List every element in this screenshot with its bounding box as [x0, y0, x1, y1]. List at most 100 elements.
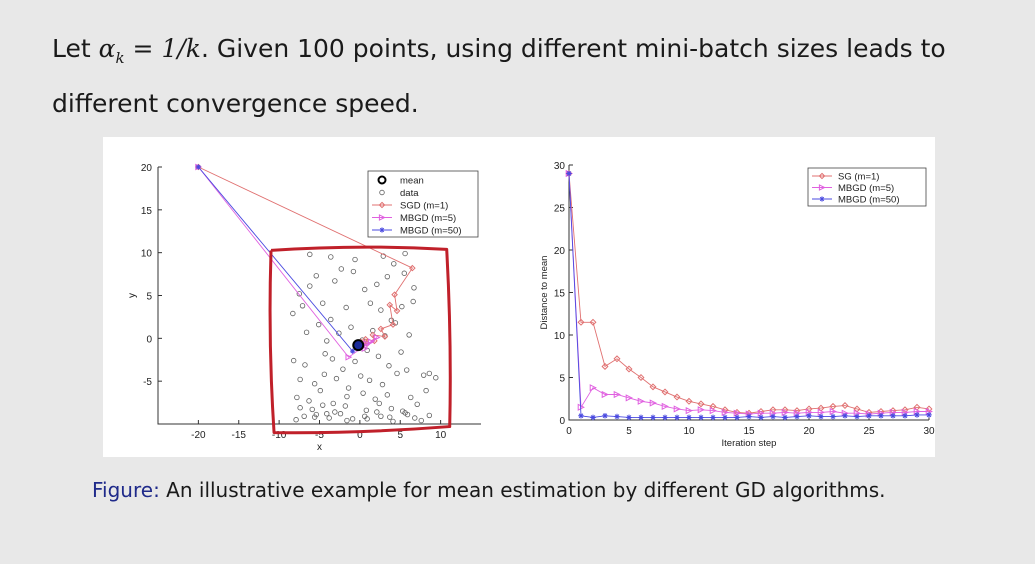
data-point: [290, 357, 297, 364]
legend-label: MBGD (m=5): [400, 213, 456, 224]
y-tick-label: 20: [554, 246, 566, 257]
data-point: [401, 270, 407, 276]
figure-card: -20 -15 -10 -5 0 5 10 -5 0 5 10 15 20 x y mean data SGD (…: [103, 137, 935, 457]
legend-marker: [818, 184, 826, 191]
data-point: [349, 416, 356, 422]
data-point: [320, 300, 326, 306]
legend-box: [807, 167, 927, 207]
data-point: [324, 338, 330, 344]
series-marker: [566, 170, 572, 177]
data-point: [384, 273, 391, 280]
data-point: [410, 298, 416, 305]
data-point: [313, 273, 319, 279]
series-marker: [854, 413, 860, 420]
series-marker: [770, 413, 776, 420]
x-tick-label: 20: [803, 426, 815, 437]
series-marker: [381, 333, 389, 340]
x-axis-label: Iteration step: [722, 438, 777, 449]
series-marker: [697, 406, 705, 414]
y-axis-label: y: [127, 293, 138, 298]
data-point: [388, 317, 395, 324]
series-marker: [829, 402, 837, 410]
x-tick-label: -10: [272, 430, 287, 441]
x-tick-label: -15: [232, 430, 247, 441]
series-marker: [650, 414, 656, 421]
series-marker: [734, 414, 740, 421]
series-marker: [649, 383, 657, 391]
series-marker: [866, 412, 872, 419]
y-tick-label: 0: [146, 334, 152, 345]
data-point: [332, 278, 338, 284]
data-point: [352, 358, 358, 365]
data-point: [352, 256, 358, 263]
data-point: [330, 400, 336, 407]
series-marker: [721, 408, 729, 416]
data-point: [394, 370, 400, 377]
x-tick-label: 0: [566, 426, 572, 437]
caption-label: Figure:: [92, 478, 160, 502]
x-tick-label: 30: [923, 426, 935, 437]
series-marker: [601, 362, 609, 370]
x-tick-label: 10: [683, 426, 695, 437]
data-point: [306, 398, 312, 404]
data-point: [311, 381, 318, 387]
caption-text: An illustrative example for mean estimat…: [159, 478, 886, 502]
y-tick-label: 0: [559, 416, 565, 427]
data-point: [328, 254, 334, 260]
data-point: [338, 266, 345, 272]
series-marker: [195, 164, 201, 170]
series-marker: [674, 414, 680, 421]
data-point: [374, 281, 380, 288]
data-point: [366, 377, 373, 384]
data-point: [426, 412, 433, 419]
legend-label: MBGD (m=5): [838, 183, 894, 194]
x-tick-label: -5: [315, 430, 324, 441]
data-point: [293, 417, 299, 423]
legend-marker: [378, 214, 386, 221]
data-point: [328, 316, 334, 323]
data-point: [326, 415, 332, 421]
y-tick-label: 15: [554, 289, 566, 300]
series-marker: [758, 414, 764, 421]
series-marker: [662, 414, 668, 421]
heading-math-rest: = 1/k: [124, 34, 201, 63]
data-point: [423, 387, 429, 394]
convergence-chart: 0 5 10 15 20 25 30 0 5 10 15 20 25 30 Iteration step Di…: [539, 161, 935, 449]
series-marker: [902, 412, 908, 419]
data-point: [378, 307, 384, 313]
y-tick-label: 10: [554, 331, 566, 342]
y-axis-label: Distance to mean: [539, 256, 550, 330]
series-marker: [914, 412, 920, 418]
y-tick-label: 5: [559, 374, 565, 385]
heading-math-subscript: k: [115, 49, 125, 67]
legend-marker: [819, 196, 825, 202]
x-tick-label: 0: [357, 430, 363, 441]
series-marker: [661, 388, 669, 396]
data-point: [360, 390, 366, 396]
series-marker: [613, 390, 621, 399]
mean-marker: [352, 339, 365, 352]
series-marker: [638, 414, 644, 421]
series-marker: [601, 390, 609, 399]
series-marker: [829, 407, 837, 416]
series-marker: [391, 291, 398, 298]
data-point: [302, 362, 308, 368]
series-marker: [625, 365, 633, 373]
series-marker: [757, 409, 765, 417]
series-marker: [926, 412, 932, 418]
slide-heading: Let αk = 1/k. Given 100 points, using di…: [52, 26, 1012, 127]
series-marker: [817, 408, 825, 416]
data-point: [390, 418, 396, 425]
data-point: [404, 411, 411, 418]
data-point: [321, 371, 328, 378]
series-marker: [746, 413, 752, 420]
data-point: [329, 356, 336, 362]
data-point: [379, 381, 386, 388]
data-point: [406, 332, 412, 338]
data-point: [340, 366, 346, 372]
legend-marker: [378, 201, 386, 209]
series-marker: [393, 307, 401, 315]
data-point: [344, 417, 350, 424]
heading-line-2: different convergence speed.: [52, 89, 419, 118]
